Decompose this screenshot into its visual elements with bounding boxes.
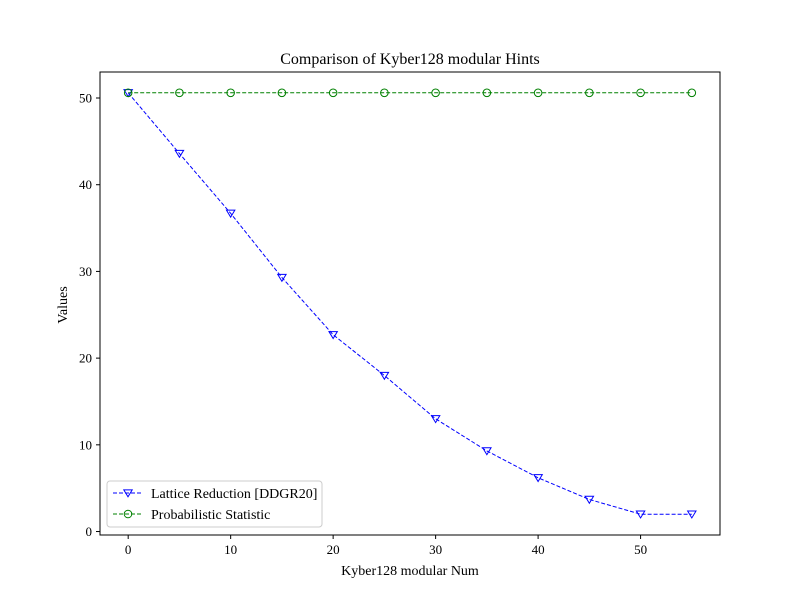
data-point <box>175 88 184 98</box>
data-point <box>431 88 440 98</box>
data-point <box>328 88 338 98</box>
y-axis-label: Values <box>56 286 71 323</box>
data-point <box>533 88 543 98</box>
legend-marker <box>123 509 133 519</box>
y-tick-label: 30 <box>79 264 92 279</box>
series-layer <box>123 88 697 519</box>
x-tick-label: 40 <box>532 542 545 557</box>
data-point <box>380 88 389 98</box>
data-point <box>635 510 646 519</box>
x-tick-label: 30 <box>429 542 442 557</box>
plot-frame <box>99 71 721 536</box>
data-point <box>533 474 544 483</box>
legend-marker <box>122 489 134 498</box>
data-point <box>636 88 645 98</box>
axis-ticks: 0 10 20 30 40 50 0 10 20 30 40 50 <box>79 91 647 557</box>
x-axis-label: Kyber128 modular Num <box>341 564 479 579</box>
x-tick-label: 20 <box>327 542 340 557</box>
data-point <box>686 510 697 519</box>
data-point <box>379 371 390 381</box>
series-line <box>127 92 692 515</box>
data-point <box>225 209 236 219</box>
data-point <box>585 88 594 98</box>
data-point <box>328 331 339 340</box>
legend-label: Lattice Reduction [DDGR20] <box>151 487 317 502</box>
x-tick-label: 0 <box>125 542 132 557</box>
legend: Lattice Reduction [DDGR20] Probabilistic … <box>106 480 323 528</box>
series-2 <box>123 88 697 98</box>
y-tick-label: 40 <box>79 177 92 192</box>
y-tick-label: 50 <box>79 91 92 106</box>
data-point <box>277 88 287 98</box>
legend-box <box>106 480 323 528</box>
data-point <box>123 88 133 98</box>
series-1 <box>123 89 697 519</box>
data-point <box>430 415 441 424</box>
legend-item: Lattice Reduction [DDGR20] <box>113 487 317 502</box>
data-point <box>482 88 492 98</box>
y-tick-label: 0 <box>86 524 93 539</box>
data-point <box>584 495 595 505</box>
y-tick-label: 20 <box>79 351 92 366</box>
data-point <box>276 273 287 283</box>
data-point <box>226 88 235 98</box>
data-point <box>174 149 185 159</box>
legend-item: Probabilistic Statistic <box>113 508 270 523</box>
data-point <box>687 88 697 98</box>
legend-label: Probabilistic Statistic <box>151 508 270 523</box>
x-tick-label: 50 <box>634 542 647 557</box>
chart-title: Comparison of Kyber128 modular Hints <box>280 51 540 68</box>
x-tick-label: 10 <box>224 542 237 557</box>
y-tick-label: 10 <box>79 437 92 452</box>
data-point <box>481 447 492 456</box>
